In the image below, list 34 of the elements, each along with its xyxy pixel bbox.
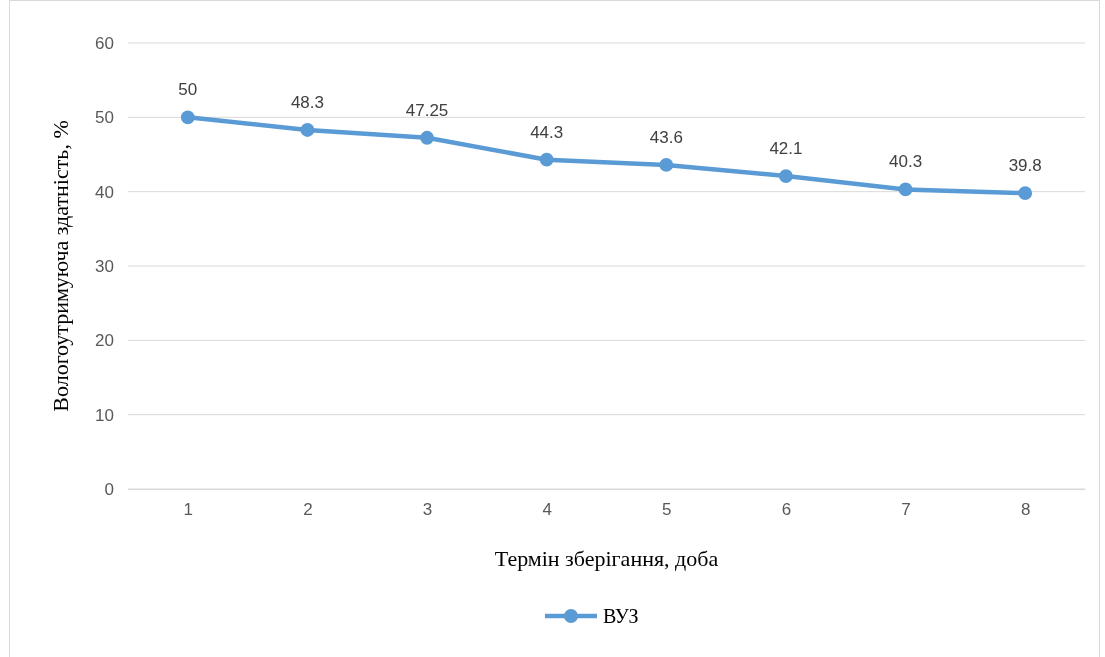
y-tick-label: 60 [95, 33, 114, 53]
y-tick-label: 30 [95, 256, 114, 276]
x-tick-label: 3 [422, 500, 433, 520]
y-tick-label: 10 [95, 405, 114, 425]
data-label: 40.3 [889, 152, 923, 172]
data-label: 48.3 [290, 92, 324, 112]
point [180, 110, 195, 125]
data-label: 39.8 [1008, 156, 1042, 176]
x-axis-title: Термін зберігання, доба [494, 546, 719, 571]
y-tick-label: 20 [95, 331, 114, 351]
data-label: 50 [178, 80, 198, 100]
data-label: 47.25 [405, 100, 449, 120]
x-tick-label: 2 [303, 500, 313, 520]
x-tick-label: 5 [662, 500, 672, 520]
y-tick-label: 50 [95, 108, 114, 128]
point [659, 158, 674, 172]
y-tick-label: 0 [104, 479, 114, 499]
x-tick-label: 4 [542, 500, 552, 520]
data-label: 44.3 [530, 122, 564, 142]
x-tick-label: 7 [901, 500, 911, 520]
point [898, 182, 913, 197]
y-axis-title: Вологоутримуюча здатність, % [48, 120, 73, 412]
point [1018, 186, 1033, 201]
x-tick-label: 1 [183, 500, 194, 520]
legend-label: ВУЗ [603, 605, 639, 627]
data-label: 43.6 [649, 127, 683, 147]
point [300, 123, 315, 137]
point [539, 152, 554, 167]
x-tick-label: 6 [781, 500, 792, 520]
y-tick-label: 40 [95, 182, 114, 202]
x-tick-label: 8 [1020, 500, 1031, 520]
point [779, 169, 793, 183]
point [420, 130, 434, 145]
data-label: 42.1 [769, 139, 803, 159]
